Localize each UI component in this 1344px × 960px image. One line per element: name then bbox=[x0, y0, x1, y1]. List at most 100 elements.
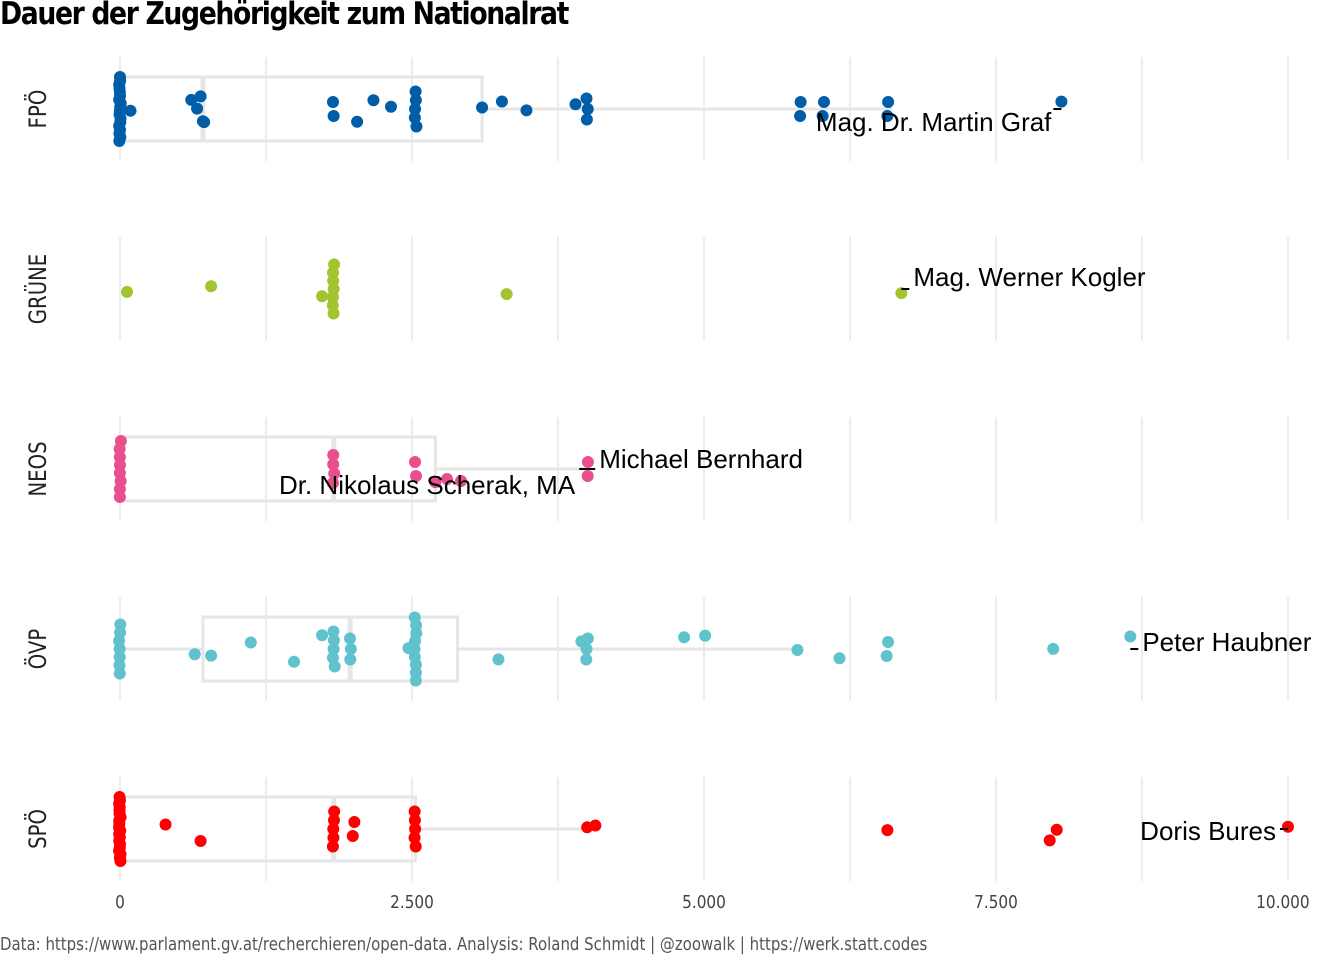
data-point bbox=[1124, 630, 1137, 643]
data-point bbox=[113, 491, 126, 503]
point-annotation: Michael Bernhard bbox=[599, 444, 803, 474]
grid-lines bbox=[119, 57, 1289, 881]
data-point bbox=[384, 100, 397, 113]
data-point bbox=[816, 110, 829, 122]
data-point bbox=[791, 644, 804, 657]
data-point bbox=[409, 840, 422, 853]
data-point bbox=[316, 629, 329, 642]
data-point bbox=[194, 90, 207, 103]
data-point bbox=[327, 831, 340, 844]
data-point bbox=[328, 467, 341, 480]
data-point bbox=[580, 92, 593, 105]
data-point bbox=[1047, 642, 1060, 655]
data-point bbox=[346, 830, 359, 842]
point-annotation: Mag. Dr. Martin Graf bbox=[816, 107, 1052, 137]
chart-title: Dauer der Zugehörigkeit zum Nationalrat bbox=[0, 0, 569, 32]
panel-neos: Michael Bernhard Dr. Nikolaus Scherak, MA bbox=[113, 435, 803, 503]
data-point bbox=[678, 631, 691, 644]
data-point bbox=[1050, 823, 1063, 836]
data-point bbox=[794, 96, 807, 108]
data-point bbox=[327, 823, 340, 835]
data-point bbox=[114, 855, 127, 867]
point-annotation: Doris Bures bbox=[1140, 816, 1276, 846]
panel-spö: Doris Bures bbox=[113, 791, 1294, 867]
data-point bbox=[198, 116, 211, 129]
category-label: GRÜNE bbox=[24, 254, 52, 324]
data-point bbox=[833, 652, 846, 665]
point-annotation: Mag. Werner Kogler bbox=[913, 262, 1146, 292]
y-axis-category-labels: FPÖ GRÜNE NEOS ÖVP SPÖ bbox=[24, 90, 52, 849]
data-point bbox=[429, 476, 442, 489]
data-point bbox=[351, 115, 364, 128]
data-point bbox=[327, 643, 340, 655]
data-point bbox=[327, 477, 340, 489]
data-point bbox=[492, 653, 505, 666]
x-tick-label: 7.500 bbox=[974, 891, 1018, 913]
x-axis-tick-labels: 0 2.500 5.000 7.500 10.000 bbox=[115, 891, 1310, 913]
data-point bbox=[895, 287, 908, 300]
data-point bbox=[328, 660, 341, 673]
data-point bbox=[581, 632, 594, 645]
category-label: SPÖ bbox=[24, 809, 52, 849]
panel-fpö: Mag. Dr. Martin Graf bbox=[113, 71, 1068, 147]
x-tick-label: 0 bbox=[115, 891, 125, 913]
data-point bbox=[882, 96, 895, 108]
data-point bbox=[569, 98, 582, 111]
data-point bbox=[882, 636, 895, 648]
data-point bbox=[344, 643, 357, 655]
data-point bbox=[409, 456, 422, 468]
data-point bbox=[191, 102, 204, 115]
data-point bbox=[121, 285, 134, 298]
data-point bbox=[327, 458, 340, 471]
data-point bbox=[328, 805, 341, 818]
data-point bbox=[581, 456, 594, 468]
data-point bbox=[344, 632, 357, 645]
data-point bbox=[580, 653, 593, 666]
data-point bbox=[476, 101, 489, 114]
x-tick-label: 5.000 bbox=[682, 891, 726, 913]
box bbox=[201, 615, 460, 683]
data-point bbox=[408, 814, 421, 827]
data-point bbox=[409, 674, 422, 687]
data-point bbox=[409, 823, 422, 835]
data-point bbox=[316, 290, 329, 303]
data-point bbox=[495, 95, 508, 108]
data-point bbox=[589, 819, 602, 832]
data-point bbox=[408, 805, 421, 818]
data-point bbox=[1055, 95, 1068, 108]
data-point bbox=[327, 634, 340, 647]
data-point bbox=[410, 120, 423, 133]
data-point bbox=[124, 104, 137, 117]
data-point bbox=[326, 840, 339, 853]
data-point bbox=[817, 96, 830, 108]
data-point bbox=[327, 307, 340, 320]
panel-övp: Peter Haubner bbox=[113, 611, 1312, 687]
category-label: FPÖ bbox=[24, 90, 52, 129]
data-point bbox=[409, 85, 422, 98]
data-point bbox=[409, 103, 422, 115]
data-point bbox=[326, 96, 339, 108]
box bbox=[118, 75, 484, 143]
data-point bbox=[409, 94, 422, 107]
data-point bbox=[367, 94, 380, 107]
data-point bbox=[881, 110, 894, 122]
data-point bbox=[205, 649, 218, 662]
data-point bbox=[185, 93, 198, 106]
category-label: ÖVP bbox=[24, 629, 52, 669]
data-point bbox=[580, 113, 593, 126]
data-point bbox=[794, 110, 807, 122]
data-point bbox=[113, 667, 126, 680]
data-point bbox=[328, 814, 341, 827]
data-point bbox=[455, 474, 468, 487]
data-point bbox=[880, 650, 893, 662]
data-point bbox=[159, 818, 172, 831]
x-tick-label: 10.000 bbox=[1256, 891, 1309, 913]
data-point bbox=[188, 648, 201, 661]
data-point bbox=[244, 636, 257, 649]
data-point bbox=[500, 288, 513, 301]
data-point bbox=[580, 643, 593, 655]
data-point bbox=[205, 280, 218, 293]
category-panels: Mag. Dr. Martin Graf Mag. Werner Kogler Mi… bbox=[113, 71, 1312, 867]
data-point bbox=[113, 135, 126, 147]
data-point bbox=[194, 835, 207, 848]
